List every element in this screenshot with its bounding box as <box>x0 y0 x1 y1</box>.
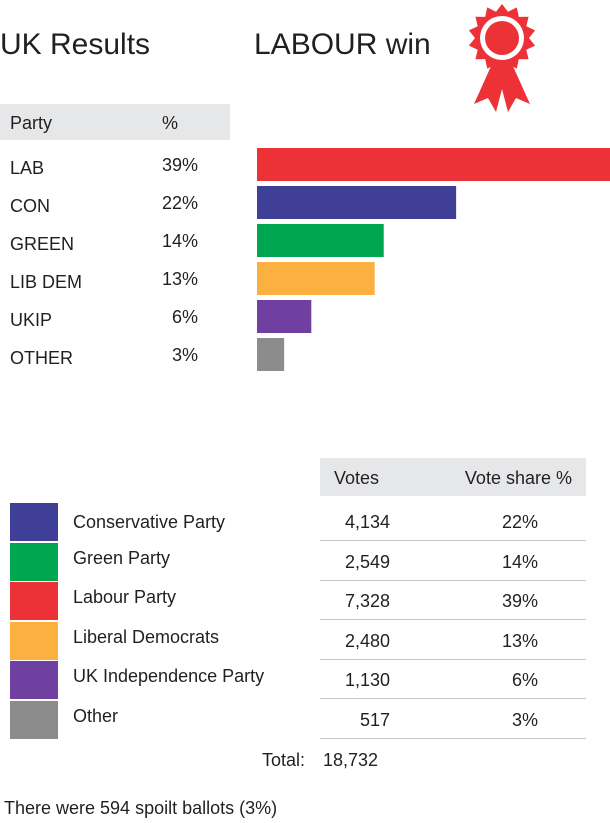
total-votes: 18,732 <box>323 750 379 770</box>
party-votes: 517 <box>359 710 390 730</box>
legend-swatch <box>10 503 58 541</box>
bar-other <box>257 338 285 371</box>
party-vote-share: 39% <box>501 591 538 612</box>
party-vote-share: 6% <box>511 670 538 691</box>
party-votes: 4,134 <box>344 512 390 532</box>
legend-swatch <box>10 542 58 581</box>
rosette-icon <box>468 4 536 112</box>
vote-share-column-header: Vote share % <box>464 468 572 488</box>
votes-table-header: Votes Vote share % <box>320 458 586 496</box>
bar-con <box>257 186 457 219</box>
total-label: Total: <box>261 750 305 770</box>
row-divider <box>320 738 586 739</box>
bar-ukip <box>257 300 312 333</box>
party-percent: 22% <box>161 193 198 213</box>
bar-lib-dem <box>257 262 375 295</box>
party-label: CON <box>10 196 50 216</box>
row-divider <box>320 658 586 660</box>
row-divider <box>320 698 586 700</box>
party-vote-share: 14% <box>501 551 538 572</box>
party-votes: 2,549 <box>344 551 390 572</box>
party-name: Conservative Party <box>73 512 226 532</box>
party-percent: 14% <box>161 231 198 251</box>
winner-heading: LABOUR win <box>254 28 431 61</box>
party-column-header: Party <box>10 113 53 133</box>
party-name: UK Independence Party <box>73 666 265 687</box>
party-vote-share: 22% <box>501 512 538 532</box>
party-label: GREEN <box>10 234 75 254</box>
party-table-header: Party % <box>0 104 230 140</box>
party-vote-share: 13% <box>501 630 538 651</box>
party-percent: 13% <box>161 269 198 289</box>
party-label: LAB <box>10 158 45 178</box>
bar-lab <box>257 148 610 181</box>
row-divider <box>320 579 586 581</box>
party-percent: 39% <box>161 155 198 175</box>
spoilt-ballots-note: There were 594 spoilt ballots (3%) <box>4 798 278 818</box>
party-votes: 1,130 <box>344 670 390 691</box>
legend-swatch <box>10 701 58 739</box>
votes-column-header: Votes <box>334 468 380 488</box>
party-name: Liberal Democrats <box>73 626 220 647</box>
party-votes: 2,480 <box>344 630 390 651</box>
party-percent: 6% <box>171 307 198 327</box>
party-percent: 3% <box>171 345 198 365</box>
party-name: Green Party <box>73 547 171 568</box>
percent-column-header: % <box>162 113 179 133</box>
party-label: UKIP <box>10 310 53 330</box>
legend-swatch <box>10 582 58 621</box>
row-divider <box>320 619 586 621</box>
party-label: OTHER <box>10 348 73 368</box>
legend-swatch <box>10 661 58 700</box>
page-title: UK Results <box>0 28 151 61</box>
vote-share-bar-chart <box>257 148 610 371</box>
party-label: LIB DEM <box>10 272 83 292</box>
party-name: Labour Party <box>73 587 177 608</box>
party-vote-share: 3% <box>511 710 538 730</box>
bar-green <box>257 224 384 257</box>
legend-swatch <box>10 621 58 660</box>
row-divider <box>320 540 586 541</box>
party-votes: 7,328 <box>344 591 390 612</box>
party-name: Other <box>73 706 119 726</box>
